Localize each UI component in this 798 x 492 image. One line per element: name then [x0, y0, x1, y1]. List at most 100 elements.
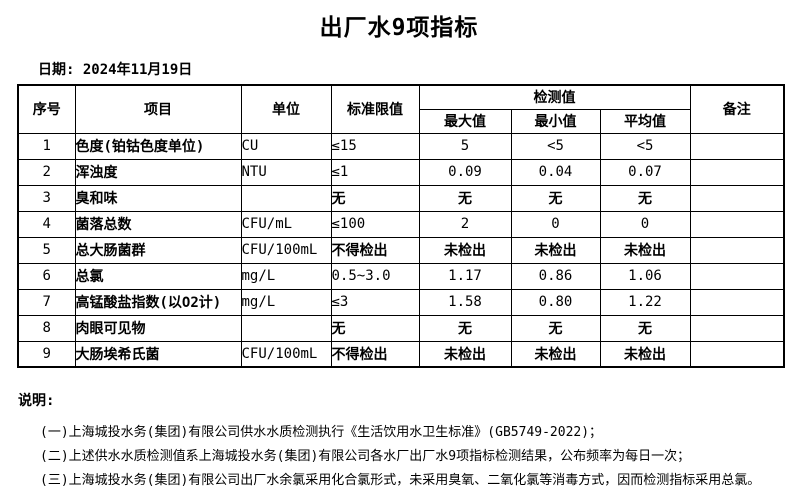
cell-item: 肉眼可见物	[74, 314, 242, 342]
cell-seq: 9	[17, 340, 76, 368]
table-row: 3 臭和味无无无无	[17, 184, 785, 212]
cell-item: 菌落总数	[74, 210, 242, 238]
notes-label: 说明:	[18, 393, 55, 409]
cell-remark	[689, 158, 785, 186]
cell-min: 0	[510, 210, 601, 238]
cell-item: 高锰酸盐指数(以O2计)	[74, 288, 242, 316]
cell-seq: 7	[17, 288, 76, 316]
cell-limit: 不得检出	[330, 340, 420, 368]
col-header-detection: 检测值	[418, 84, 691, 110]
col-header-item: 项目	[74, 84, 242, 134]
cell-limit: ≤100	[330, 210, 420, 238]
cell-seq: 1	[17, 132, 76, 160]
col-header-max: 最大值	[418, 108, 512, 134]
col-header-avg: 平均值	[599, 108, 691, 134]
cell-limit: 0.5~3.0	[330, 262, 420, 290]
cell-min: 无	[510, 314, 601, 342]
cell-seq: 3	[17, 184, 76, 212]
cell-min: <5	[510, 132, 601, 160]
cell-item: 臭和味	[74, 184, 242, 212]
page-title: 出厂水9项指标	[319, 15, 479, 41]
cell-item: 总氯	[74, 262, 242, 290]
col-header-remark: 备注	[689, 84, 785, 134]
cell-avg: 无	[599, 314, 691, 342]
cell-limit: ≤15	[330, 132, 420, 160]
cell-remark	[689, 288, 785, 316]
table-row: 6 总氯 mg/L 0.5~3.0 1.17 0.86 1.06	[17, 262, 785, 290]
cell-avg: <5	[599, 132, 691, 160]
note-item-2: (二)上述供水水质检测值系上海城投水务(集团)有限公司各水厂出厂水9项指标检测结…	[40, 449, 691, 464]
table-header: 序号 项目 单位 标准限值 检测值 备注 最大值 最小值 平均值	[17, 84, 785, 134]
col-header-seq: 序号	[17, 84, 76, 134]
note-item-3: (三)上海城投水务(集团)有限公司出厂水余氯采用化合氯形式，未采用臭氧、二氧化氯…	[40, 473, 761, 488]
cell-limit: 无	[330, 314, 420, 342]
cell-max: 1.58	[418, 288, 512, 316]
table-row: 4 菌落总数 CFU/mL ≤100 2 0 0	[17, 210, 785, 238]
cell-seq: 2	[17, 158, 76, 186]
cell-limit: 无	[330, 184, 420, 212]
cell-max: 无	[418, 314, 512, 342]
cell-max: 未检出	[418, 340, 512, 368]
cell-max: 2	[418, 210, 512, 238]
cell-avg: 1.06	[599, 262, 691, 290]
cell-avg: 0.07	[599, 158, 691, 186]
table-row: 5 总大肠菌群 CFU/100mL 不得检出 未检出 未检出 未检出	[17, 236, 785, 264]
cell-seq: 5	[17, 236, 76, 264]
cell-avg: 未检出	[599, 340, 691, 368]
cell-seq: 6	[17, 262, 76, 290]
cell-min: 未检出	[510, 340, 601, 368]
cell-avg: 0	[599, 210, 691, 238]
cell-max: 0.09	[418, 158, 512, 186]
cell-limit: ≤3	[330, 288, 420, 316]
report-date: 日期: 2024年11月19日	[38, 62, 193, 78]
cell-remark	[689, 210, 785, 238]
cell-unit: CFU/100mL	[240, 236, 332, 264]
cell-min: 0.80	[510, 288, 601, 316]
cell-max: 无	[418, 184, 512, 212]
cell-unit: CFU/100mL	[240, 340, 332, 368]
table-row: 9 大肠埃希氏菌 CFU/100mL 不得检出 未检出 未检出 未检出	[17, 340, 785, 368]
col-header-unit: 单位	[240, 84, 332, 134]
cell-min: 0.04	[510, 158, 601, 186]
table-row: 8 肉眼可见物无无无无	[17, 314, 785, 342]
cell-item: 总大肠菌群	[74, 236, 242, 264]
table-body: 1 色度(铂钴色度单位) CU ≤15 5 <5 <5 2 浑浊度 NTU ≤1 0.09 0.04 0.…	[17, 132, 785, 368]
col-header-limit: 标准限值	[330, 84, 420, 134]
cell-seq: 8	[17, 314, 76, 342]
cell-unit: NTU	[240, 158, 332, 186]
cell-avg: 无	[599, 184, 691, 212]
cell-unit	[240, 314, 332, 342]
cell-seq: 4	[17, 210, 76, 238]
cell-limit: ≤1	[330, 158, 420, 186]
cell-remark	[689, 236, 785, 264]
cell-unit: mg/L	[240, 262, 332, 290]
cell-unit	[240, 184, 332, 212]
notes-list: (一)上海城投水务(集团)有限公司供水水质检测执行《生活饮用水卫生标准》(GB5…	[0, 421, 798, 488]
cell-remark	[689, 184, 785, 212]
cell-unit: CU	[240, 132, 332, 160]
cell-remark	[689, 132, 785, 160]
cell-unit: mg/L	[240, 288, 332, 316]
table-row: 7 高锰酸盐指数(以O2计) mg/L ≤3 1.58 0.80 1.22	[17, 288, 785, 316]
cell-remark	[689, 340, 785, 368]
cell-item: 浑浊度	[74, 158, 242, 186]
cell-limit: 不得检出	[330, 236, 420, 264]
cell-min: 未检出	[510, 236, 601, 264]
cell-min: 无	[510, 184, 601, 212]
cell-item: 大肠埃希氏菌	[74, 340, 242, 368]
indicators-table: 序号 项目 单位 标准限值 检测值 备注 最大值 最小值 平均值 1 色度(铂钴色…	[17, 84, 786, 368]
cell-remark	[689, 314, 785, 342]
table-row: 1 色度(铂钴色度单位) CU ≤15 5 <5 <5	[17, 132, 785, 160]
cell-avg: 未检出	[599, 236, 691, 264]
cell-max: 1.17	[418, 262, 512, 290]
cell-min: 0.86	[510, 262, 601, 290]
table-row: 2 浑浊度 NTU ≤1 0.09 0.04 0.07	[17, 158, 785, 186]
cell-avg: 1.22	[599, 288, 691, 316]
cell-item: 色度(铂钴色度单位)	[74, 132, 242, 160]
col-header-min: 最小值	[510, 108, 601, 134]
cell-max: 5	[418, 132, 512, 160]
cell-unit: CFU/mL	[240, 210, 332, 238]
cell-remark	[689, 262, 785, 290]
note-item-1: (一)上海城投水务(集团)有限公司供水水质检测执行《生活饮用水卫生标准》(GB5…	[40, 425, 603, 440]
cell-max: 未检出	[418, 236, 512, 264]
